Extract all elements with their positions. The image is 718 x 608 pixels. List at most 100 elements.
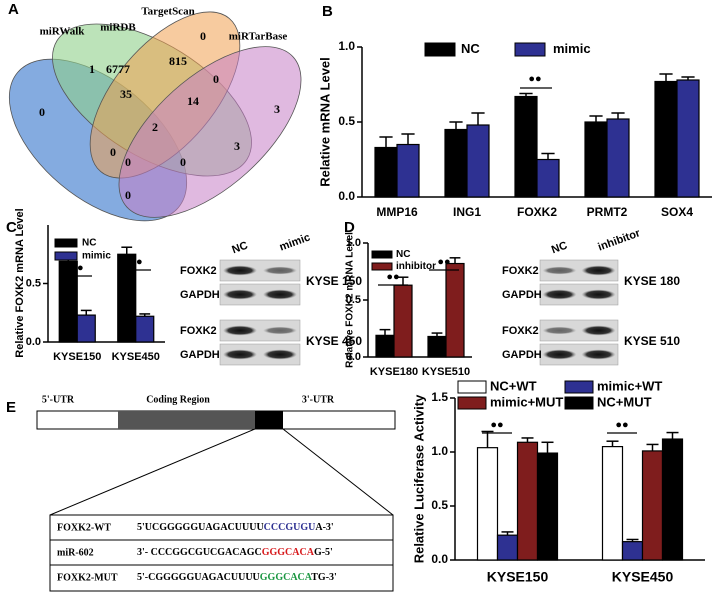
- x-tick-label: FOXK2: [517, 205, 557, 219]
- blot-strip: [539, 259, 619, 282]
- sequence-table: [49, 514, 394, 592]
- x-tick-label: KYSE450: [112, 351, 160, 363]
- venn-set-label: miRWalk: [40, 26, 86, 38]
- sequence-part: 5'-CGGGGGUAGACUUUU: [137, 572, 260, 583]
- legend-swatch: [564, 380, 594, 394]
- bar: [606, 118, 630, 198]
- bar: [601, 446, 624, 561]
- bar: [427, 335, 447, 358]
- y-tick-label: 1.0: [431, 444, 448, 458]
- venn-count: 35: [120, 87, 132, 101]
- y-axis-label: Relative Luciferase Activity: [411, 394, 426, 563]
- y-axis-label: Relative FOXK2 mRNA Level: [14, 208, 26, 357]
- blot-band: [263, 289, 297, 300]
- venn-count: 0: [125, 155, 131, 169]
- region-label: Coding Region: [146, 394, 210, 405]
- bar: [444, 128, 468, 198]
- venn-count: 815: [169, 54, 187, 68]
- sequence-part: A-3': [315, 522, 334, 533]
- venn-count: 0: [213, 72, 219, 86]
- region-label: 3'-UTR: [302, 394, 335, 405]
- bar: [584, 121, 608, 198]
- bar: [466, 124, 490, 198]
- blot-strip: [539, 343, 619, 366]
- blot-strip: [539, 319, 619, 342]
- blot-band: [581, 325, 616, 336]
- sequence-part: 5'UCGGGGGUAGACUUUU: [137, 522, 264, 533]
- bar: [516, 441, 539, 561]
- venn-count: 2: [152, 120, 158, 134]
- panel-letter: E: [6, 399, 16, 416]
- venn-count: 0: [180, 155, 186, 169]
- y-axis-label: Relative mRNA Level: [317, 57, 332, 187]
- panel-letter: B: [322, 3, 333, 20]
- legend-swatch: [514, 42, 546, 57]
- x-tick-label: ING1: [453, 205, 481, 219]
- blot-band: [542, 289, 577, 300]
- y-tick-label: 1.5: [431, 390, 448, 404]
- venn-count: 0: [110, 145, 116, 159]
- legend-swatch: [54, 251, 78, 261]
- bar: [396, 143, 420, 198]
- legend-label: NC+WT: [490, 378, 537, 393]
- bar: [514, 95, 538, 198]
- y-tick-label: 1.0: [346, 237, 361, 249]
- venn-set-label: TargetScan: [141, 6, 194, 18]
- blot-row-label: GAPDH: [180, 349, 220, 361]
- x-tick-label: KYSE510: [422, 366, 470, 378]
- blot-column-label: mimic: [278, 231, 312, 253]
- sequence-name: FOXK2-WT: [57, 522, 111, 533]
- blot-cell-line: KYSE 510: [624, 334, 680, 348]
- bar: [375, 334, 395, 358]
- sequence-part: 3'- CCCGGCGUCGACAGC: [137, 547, 262, 558]
- bar: [654, 80, 678, 198]
- blot-band: [223, 289, 257, 300]
- venn-count: 14: [187, 94, 199, 108]
- y-tick-label: 0.0: [338, 189, 355, 203]
- significance-mark: ●●: [528, 73, 541, 85]
- y-tick-label: 0.5: [346, 294, 361, 306]
- bar: [374, 146, 398, 198]
- legend-swatch: [457, 380, 487, 394]
- blot-strip: [219, 259, 301, 282]
- x-tick-label: KYSE180: [370, 366, 418, 378]
- y-axis-label: Relative FOXK2 mRNA Level: [345, 232, 356, 368]
- blot-strip: [219, 319, 301, 342]
- x-tick-label: KYSE150: [487, 569, 549, 585]
- venn-count: 0: [39, 105, 45, 119]
- blot-cell-line: KYSE 180: [624, 274, 680, 288]
- significance-mark: ●●: [490, 419, 503, 431]
- panel-letter: D: [344, 219, 355, 236]
- blot-band: [223, 265, 257, 276]
- blot-band: [263, 266, 297, 275]
- venn-count: 1: [89, 62, 95, 76]
- blot-strip: [219, 283, 301, 306]
- bar: [621, 541, 644, 561]
- sequence-name: miR-602: [57, 547, 94, 558]
- legend-label: NC: [461, 41, 480, 56]
- blot-band: [263, 326, 297, 335]
- sequence-name: FOXK2-MUT: [57, 572, 118, 583]
- sequence: 3'- CCCGGCGUCGACAGCGGGCACAG-5': [137, 547, 333, 558]
- significance-mark: ●●: [129, 256, 142, 268]
- blot-strip: [539, 283, 619, 306]
- panel-letter: C: [6, 219, 17, 236]
- venn-set: [118, 46, 302, 218]
- venn-count: 0: [200, 29, 206, 43]
- blot-strip: [219, 343, 301, 366]
- venn: [8, 11, 302, 222]
- y-tick-label: 1.0: [338, 39, 355, 53]
- sequence-part: GGGCACA: [262, 547, 315, 558]
- blot-cell-line: KYSE 150: [306, 274, 362, 288]
- y-tick-label: 0.0: [26, 336, 41, 348]
- blot-column-label: NC: [230, 240, 249, 257]
- x-tick-label: KYSE150: [53, 351, 101, 363]
- legend-swatch: [424, 42, 456, 57]
- blot-row-label: GAPDH: [180, 289, 220, 301]
- sequence-part: G-5': [314, 547, 333, 558]
- region-label: 5'-UTR: [42, 394, 75, 405]
- blot-column-label: inhibitor: [596, 227, 642, 254]
- venn-count: 3: [274, 102, 280, 116]
- bar: [445, 262, 465, 358]
- legend-label: mimic: [82, 251, 111, 262]
